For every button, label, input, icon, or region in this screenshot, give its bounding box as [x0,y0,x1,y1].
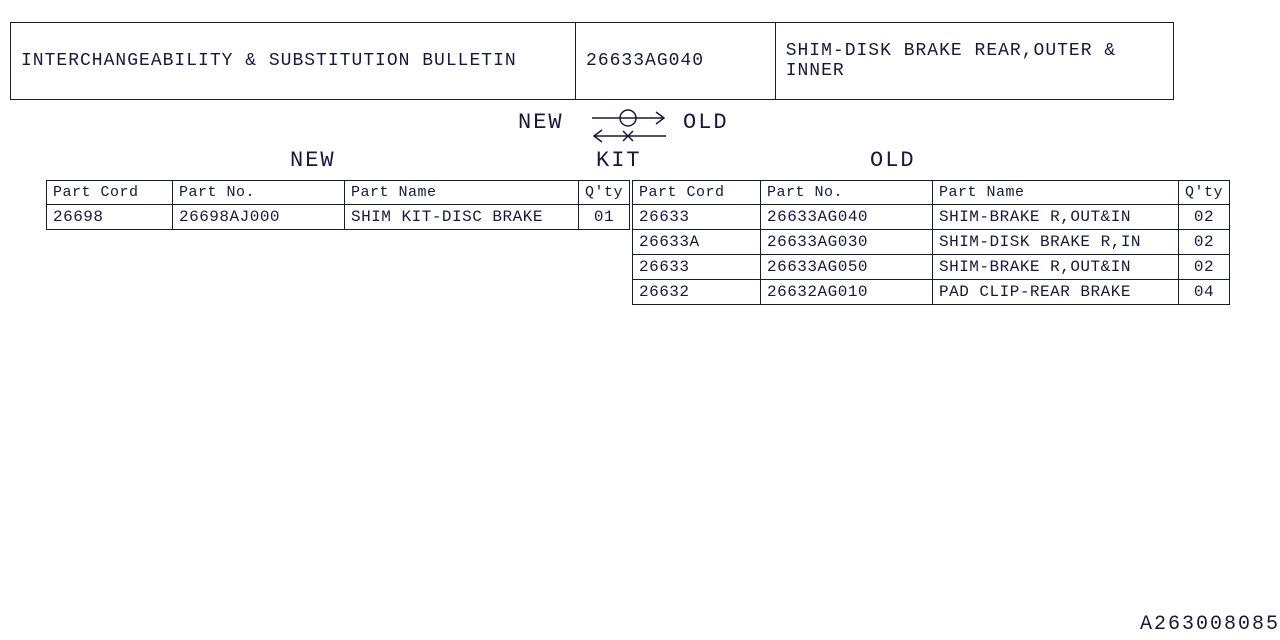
table-row: 26633 26633AG040 SHIM-BRAKE R,OUT&IN 02 [633,205,1230,230]
cell-part-no: 26698AJ000 [173,205,345,230]
section-label-new: NEW [290,148,336,173]
col-part-name: Part Name [345,181,579,205]
cell-qty: 02 [1179,230,1230,255]
cell-part-cord: 26633 [633,205,761,230]
section-label-old: OLD [870,148,916,173]
cell-part-cord: 26633A [633,230,761,255]
table-header-row: Part Cord Part No. Part Name Q'ty [633,181,1230,205]
bulletin-header: INTERCHANGEABILITY & SUBSTITUTION BULLET… [10,22,1174,100]
cell-part-cord: 26698 [47,205,173,230]
cell-qty: 02 [1179,255,1230,280]
document-id: A263008085 [1140,613,1280,636]
col-part-name: Part Name [933,181,1179,205]
cell-part-name: SHIM KIT-DISC BRAKE [345,205,579,230]
cell-part-name: SHIM-BRAKE R,OUT&IN [933,255,1179,280]
col-part-no: Part No. [173,181,345,205]
old-parts-table: Part Cord Part No. Part Name Q'ty 26633 … [632,180,1230,305]
table-row: 26698 26698AJ000 SHIM KIT-DISC BRAKE 01 [47,205,630,230]
col-part-cord: Part Cord [47,181,173,205]
table-header-row: Part Cord Part No. Part Name Q'ty [47,181,630,205]
diagram-new-label: NEW [518,110,564,135]
diagram-old-label: OLD [683,110,729,135]
new-parts-table: Part Cord Part No. Part Name Q'ty 26698 … [46,180,630,230]
cell-part-cord: 26633 [633,255,761,280]
cell-part-name: SHIM-DISK BRAKE R,IN [933,230,1179,255]
cell-part-name: SHIM-BRAKE R,OUT&IN [933,205,1179,230]
bulletin-title: INTERCHANGEABILITY & SUBSTITUTION BULLET… [11,23,576,99]
cell-part-no: 26633AG030 [761,230,933,255]
col-qty: Q'ty [1179,181,1230,205]
table-row: 26633A 26633AG030 SHIM-DISK BRAKE R,IN 0… [633,230,1230,255]
cell-part-no: 26632AG010 [761,280,933,305]
bulletin-part-desc: SHIM-DISK BRAKE REAR,OUTER & INNER [776,23,1173,99]
cell-part-no: 26633AG040 [761,205,933,230]
col-part-no: Part No. [761,181,933,205]
cell-qty: 02 [1179,205,1230,230]
table-row: 26633 26633AG050 SHIM-BRAKE R,OUT&IN 02 [633,255,1230,280]
cell-qty: 01 [579,205,630,230]
col-qty: Q'ty [579,181,630,205]
cell-qty: 04 [1179,280,1230,305]
diagram-kit-label: KIT [596,148,642,173]
table-row: 26632 26632AG010 PAD CLIP-REAR BRAKE 04 [633,280,1230,305]
cell-part-no: 26633AG050 [761,255,933,280]
col-part-cord: Part Cord [633,181,761,205]
cell-part-cord: 26632 [633,280,761,305]
cell-part-name: PAD CLIP-REAR BRAKE [933,280,1179,305]
interchange-arrow-icon [584,104,676,148]
bulletin-part-no: 26633AG040 [576,23,776,99]
